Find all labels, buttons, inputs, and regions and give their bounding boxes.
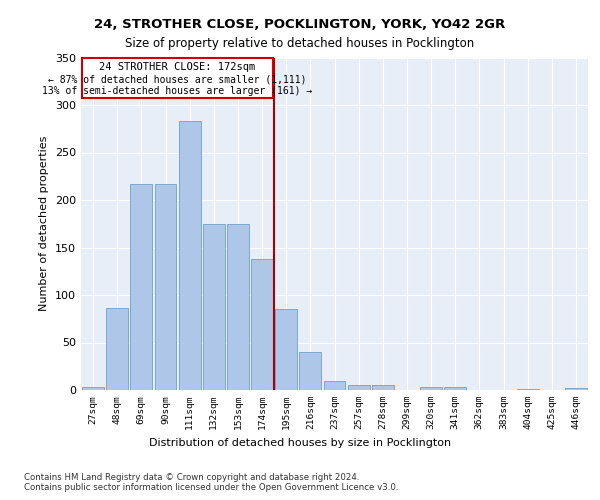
Bar — [106, 308, 128, 390]
Bar — [445, 387, 466, 390]
Bar — [251, 259, 273, 390]
Bar — [275, 309, 297, 390]
Bar — [372, 385, 394, 390]
Text: Contains HM Land Registry data © Crown copyright and database right 2024.: Contains HM Land Registry data © Crown c… — [24, 472, 359, 482]
Text: Size of property relative to detached houses in Pocklington: Size of property relative to detached ho… — [125, 38, 475, 51]
Bar — [299, 352, 321, 390]
Text: 24 STROTHER CLOSE: 172sqm: 24 STROTHER CLOSE: 172sqm — [100, 62, 256, 72]
Text: Contains public sector information licensed under the Open Government Licence v3: Contains public sector information licen… — [24, 484, 398, 492]
Bar — [82, 387, 104, 390]
Bar — [179, 121, 200, 390]
Y-axis label: Number of detached properties: Number of detached properties — [40, 136, 49, 312]
Bar — [348, 385, 370, 390]
Bar — [565, 388, 587, 390]
Text: 13% of semi-detached houses are larger (161) →: 13% of semi-detached houses are larger (… — [43, 86, 313, 96]
Bar — [155, 184, 176, 390]
Text: 24, STROTHER CLOSE, POCKLINGTON, YORK, YO42 2GR: 24, STROTHER CLOSE, POCKLINGTON, YORK, Y… — [94, 18, 506, 30]
Bar — [203, 224, 224, 390]
FancyBboxPatch shape — [82, 58, 273, 98]
Bar — [227, 224, 249, 390]
Bar — [517, 389, 539, 390]
Text: Distribution of detached houses by size in Pocklington: Distribution of detached houses by size … — [149, 438, 451, 448]
Bar — [420, 387, 442, 390]
Text: ← 87% of detached houses are smaller (1,111): ← 87% of detached houses are smaller (1,… — [49, 74, 307, 85]
Bar — [130, 184, 152, 390]
Bar — [323, 380, 346, 390]
